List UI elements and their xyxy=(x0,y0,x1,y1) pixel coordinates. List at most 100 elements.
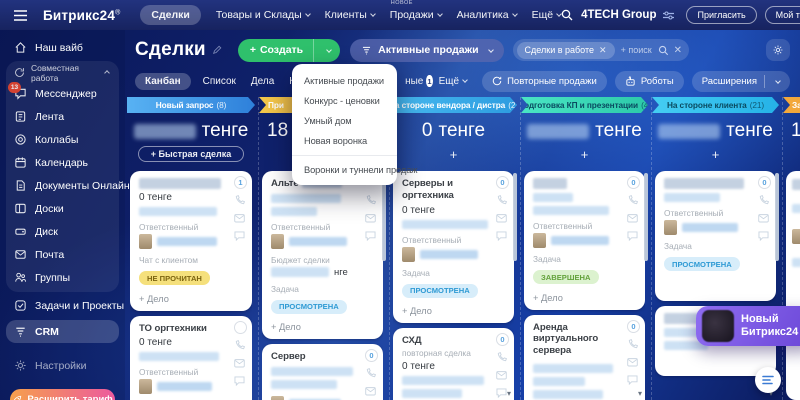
new-bitrix24-promo[interactable]: Новый Битрикс24 xyxy=(696,306,800,346)
upgrade-plan-button[interactable]: Расширить тариф xyxy=(10,389,115,400)
phone-icon[interactable] xyxy=(496,352,507,363)
column-header[interactable]: Забю xyxy=(783,97,800,113)
sidebar-item-mail[interactable]: Почта xyxy=(6,243,119,266)
sidebar-group-header[interactable]: Совместная работа xyxy=(6,63,119,83)
pipeline-selector-button[interactable]: Активные продажи xyxy=(350,38,504,62)
responsible-person[interactable] xyxy=(402,246,490,262)
column-header[interactable]: На стороне клиента (21) xyxy=(652,97,779,113)
menu-item-funnels-tunnels[interactable]: Воронки и туннели продаж xyxy=(304,165,418,175)
menu-item-active-sales[interactable]: Активные продажи xyxy=(304,76,384,86)
column-scrollbar[interactable] xyxy=(644,173,648,261)
board-settings-button[interactable] xyxy=(766,39,790,61)
chat-icon[interactable] xyxy=(627,374,638,385)
scroll-down-icon[interactable]: ▾ xyxy=(506,389,511,398)
column-scrollbar[interactable] xyxy=(382,173,386,261)
deal-card[interactable]: 0 Ответственный Задача ПРОСМОТРЕНА xyxy=(655,171,776,301)
phone-icon[interactable] xyxy=(627,338,638,350)
search-icon[interactable] xyxy=(561,9,573,21)
mail-icon[interactable] xyxy=(496,371,507,380)
menu-item-new-funnel[interactable]: Новая воронка xyxy=(304,136,368,146)
status-badge[interactable]: НЕ ПРОЧИТАН xyxy=(139,271,210,285)
add-activity-link[interactable]: + Дело xyxy=(271,322,301,333)
invite-button[interactable]: Пригласить xyxy=(686,6,757,24)
deal-card[interactable] xyxy=(786,171,800,400)
sidebar-item-calendar[interactable]: Календарь xyxy=(6,151,119,174)
chat-icon[interactable] xyxy=(496,388,507,399)
hamburger-menu-icon[interactable] xyxy=(14,9,27,21)
responsible-person[interactable] xyxy=(792,229,800,244)
quick-deal-button[interactable]: + Быстрая сделка xyxy=(137,146,245,162)
status-badge[interactable]: ПРОСМОТРЕНА xyxy=(402,283,478,298)
create-dropdown-caret[interactable] xyxy=(313,38,340,62)
mail-icon[interactable] xyxy=(365,387,376,396)
phone-icon[interactable] xyxy=(234,195,245,206)
create-deal-button[interactable]: + Создать xyxy=(237,38,341,62)
search-placeholder[interactable]: + поиск xyxy=(620,45,652,55)
status-badge[interactable]: ПРОСМОТРЕНА xyxy=(271,299,347,314)
responsible-person[interactable] xyxy=(139,234,228,249)
responsible-person[interactable] xyxy=(271,396,359,400)
menu-item-smart-home[interactable]: Умный дом xyxy=(304,116,352,126)
mail-icon[interactable] xyxy=(627,214,638,223)
phone-icon[interactable] xyxy=(365,195,376,206)
brand-logo[interactable]: Битрикс24® xyxy=(43,7,121,23)
robots-button[interactable]: Роботы xyxy=(614,70,684,92)
chat-icon[interactable] xyxy=(758,231,769,241)
extensions-button[interactable]: Расширения xyxy=(691,70,790,92)
widget-fab-button[interactable] xyxy=(755,367,781,393)
nav-more[interactable]: Ещё xyxy=(532,9,562,21)
responsible-person[interactable] xyxy=(271,233,359,249)
edit-pin-icon[interactable] xyxy=(212,45,222,55)
tab-partial[interactable]: ные xyxy=(405,75,424,87)
deal-card[interactable]: ТО оргтехники 0 тенге Ответственный Зада… xyxy=(130,315,252,400)
deal-card[interactable]: Альте Ответственный Бюджет сделки нге За… xyxy=(262,171,383,340)
deal-card[interactable]: 1 0 тенге Ответственный Чат с клиентом Н… xyxy=(130,171,252,311)
add-activity-link[interactable]: + Дело xyxy=(139,293,169,304)
deal-card[interactable]: 0 Сервер xyxy=(262,344,383,400)
sidebar-item-boards[interactable]: Доски xyxy=(6,197,119,220)
tab-list[interactable]: Список xyxy=(202,75,236,87)
nav-products[interactable]: Товары и Склады xyxy=(216,9,311,21)
sidebar-item-groups[interactable]: Группы xyxy=(6,266,119,289)
mail-icon[interactable] xyxy=(758,214,769,223)
nav-analytics[interactable]: Аналитика xyxy=(457,9,518,21)
account-name[interactable]: 4TECH Group xyxy=(581,9,675,21)
mail-icon[interactable] xyxy=(365,214,376,223)
sidebar-item-feed[interactable]: Лента xyxy=(6,105,119,128)
mail-icon[interactable] xyxy=(496,214,507,223)
chat-icon[interactable] xyxy=(234,231,245,241)
mail-icon[interactable] xyxy=(234,214,245,223)
sidebar-item-documents[interactable]: Документы Онлайн xyxy=(6,174,130,197)
mail-icon[interactable] xyxy=(234,358,245,368)
nav-sales[interactable]: НОВОЕ Продажи xyxy=(390,0,443,21)
add-activity-link[interactable]: + Дело xyxy=(402,306,432,317)
status-badge[interactable]: ПРОСМОТРЕНА xyxy=(664,257,740,271)
column-scrollbar[interactable] xyxy=(775,173,779,261)
status-badge[interactable]: ЗАВЕРШЕНА xyxy=(533,270,599,284)
sidebar-item-settings[interactable]: Настройки xyxy=(0,354,125,377)
mail-icon[interactable] xyxy=(627,357,638,367)
column-header[interactable]: На стороне вендора / дистра(2) xyxy=(390,97,517,113)
chat-icon[interactable] xyxy=(496,231,507,241)
add-deal-button[interactable]: + xyxy=(449,146,458,162)
scroll-down-icon[interactable]: ▾ xyxy=(768,389,773,398)
sidebar-item-messenger[interactable]: 13 Мессенджер xyxy=(6,82,119,105)
scroll-down-icon[interactable]: ▾ xyxy=(637,389,642,398)
responsible-person[interactable] xyxy=(664,220,752,235)
close-icon[interactable]: ✕ xyxy=(599,44,607,55)
add-deal-button[interactable]: + xyxy=(580,146,589,162)
filter-search-bar[interactable]: Сделки в работе ✕ + поиск ✕ xyxy=(512,39,689,61)
sidebar-item-crm[interactable]: CRM xyxy=(6,320,119,343)
deal-card[interactable]: 0 СХД повторная сделка 0 тенге ПРОСМОТРЕ… xyxy=(393,328,514,400)
responsible-person[interactable] xyxy=(533,233,621,248)
responsible-person[interactable] xyxy=(139,379,228,395)
search-icon[interactable] xyxy=(658,45,669,56)
sidebar-item-vibe[interactable]: Наш вайб xyxy=(0,36,125,59)
phone-icon[interactable] xyxy=(496,195,507,206)
phone-icon[interactable] xyxy=(234,339,245,351)
sidebar-item-collabs[interactable]: Коллабы xyxy=(6,128,119,151)
add-deal-button[interactable]: + xyxy=(711,146,720,162)
chat-icon[interactable] xyxy=(365,231,376,241)
sidebar-item-disk[interactable]: Диск xyxy=(6,220,119,243)
deal-card[interactable]: 0 Серверы и оргтехника 0 тенге Ответстве… xyxy=(393,171,514,324)
